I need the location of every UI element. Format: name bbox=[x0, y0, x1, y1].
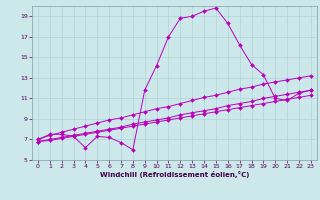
X-axis label: Windchill (Refroidissement éolien,°C): Windchill (Refroidissement éolien,°C) bbox=[100, 171, 249, 178]
